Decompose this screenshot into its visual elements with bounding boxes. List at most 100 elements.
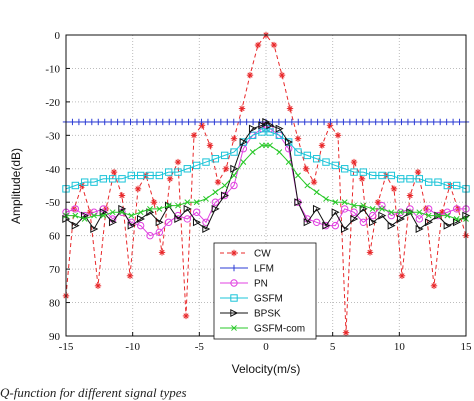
data-point	[266, 121, 275, 130]
data-point	[230, 164, 239, 173]
data-point	[295, 118, 302, 126]
data-point	[417, 118, 425, 126]
data-point	[378, 171, 386, 180]
data-point	[262, 117, 271, 126]
data-point	[202, 158, 210, 166]
data-point	[88, 118, 96, 126]
data-point	[90, 178, 98, 186]
data-point	[137, 209, 144, 216]
data-point	[230, 294, 238, 302]
data-point	[350, 214, 359, 223]
data-point	[164, 201, 173, 210]
series-gsfm	[62, 124, 470, 193]
data-point	[174, 168, 182, 176]
data-point	[178, 118, 186, 126]
data-point	[254, 41, 262, 49]
data-point	[331, 208, 340, 217]
data-point	[159, 118, 166, 126]
data-point	[95, 118, 102, 126]
data-point	[333, 118, 341, 126]
data-point	[278, 71, 286, 79]
data-point	[220, 191, 229, 200]
data-point	[340, 224, 349, 233]
legend-item: GSFM-com	[220, 324, 305, 335]
series-bpsk	[62, 117, 471, 233]
data-point	[342, 329, 350, 336]
data-point	[320, 118, 328, 126]
data-point	[368, 171, 377, 180]
data-point	[398, 118, 405, 126]
data-point	[230, 181, 238, 190]
data-point	[353, 118, 360, 126]
data-point	[334, 132, 342, 139]
data-point	[449, 118, 457, 126]
data-point	[340, 205, 349, 213]
data-point	[128, 212, 135, 219]
data-point	[72, 212, 79, 219]
data-point	[326, 122, 334, 129]
data-point	[230, 118, 237, 126]
y-tick-label: -10	[45, 63, 60, 75]
data-point	[192, 161, 201, 170]
data-point	[150, 199, 158, 206]
data-point	[155, 171, 164, 180]
data-point	[307, 118, 315, 126]
data-point	[127, 221, 136, 230]
x-tick-label: -5	[195, 341, 205, 353]
data-point	[359, 168, 368, 176]
data-point	[69, 118, 76, 126]
data-point	[313, 189, 320, 196]
data-point	[368, 218, 377, 227]
data-point	[238, 105, 246, 112]
data-point	[303, 151, 312, 160]
data-point	[350, 158, 358, 166]
data-point	[165, 202, 172, 209]
data-point	[126, 272, 134, 279]
data-point	[222, 165, 230, 172]
data-point	[127, 118, 134, 126]
legend-label: LFM	[254, 264, 274, 275]
legend-label: GSFM-com	[254, 324, 305, 335]
data-point	[211, 204, 220, 213]
data-point	[158, 249, 166, 256]
data-point	[101, 118, 108, 126]
data-point	[118, 204, 127, 213]
series-pn	[62, 121, 470, 240]
data-point	[275, 124, 284, 133]
data-point	[249, 118, 257, 126]
data-point	[406, 192, 414, 199]
data-point	[94, 282, 102, 290]
data-point	[430, 282, 438, 290]
legend-item: PN	[220, 279, 268, 290]
data-point	[153, 118, 160, 126]
data-point	[203, 195, 209, 202]
data-point	[374, 199, 382, 206]
data-point	[140, 118, 147, 126]
data-point	[366, 249, 374, 256]
data-point	[231, 172, 237, 179]
data-point	[230, 249, 238, 257]
y-axis-title: Amplitude(dB)	[9, 148, 23, 224]
data-point	[249, 149, 256, 155]
data-point	[120, 118, 128, 126]
data-point	[146, 171, 154, 180]
data-point	[174, 158, 182, 166]
data-point	[396, 175, 405, 183]
data-point	[198, 118, 205, 126]
data-point	[246, 71, 254, 79]
x-tick-label: 0	[263, 341, 269, 353]
x-tick-label: 15	[461, 341, 473, 353]
data-point	[236, 118, 244, 126]
data-point	[346, 118, 354, 126]
data-point	[230, 135, 238, 142]
data-point	[136, 171, 145, 180]
data-point	[81, 216, 88, 222]
data-point	[285, 159, 292, 166]
data-point	[82, 118, 89, 126]
data-point	[369, 205, 376, 212]
data-point	[110, 168, 118, 176]
data-point	[230, 279, 238, 287]
y-tick-label: -50	[45, 197, 60, 209]
data-point	[99, 208, 108, 217]
